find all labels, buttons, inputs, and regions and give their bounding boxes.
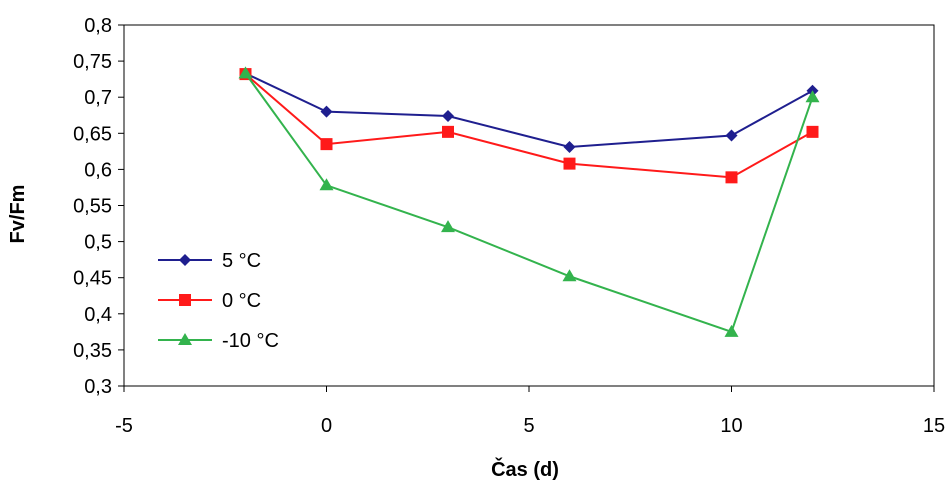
legend-label: -10 °C (222, 330, 279, 352)
y-axis-title: Fv/Fm (7, 185, 29, 244)
data-point (563, 157, 576, 170)
data-point (806, 125, 819, 138)
x-axis-ticks: -5 0 5 10 15 (115, 386, 945, 437)
x-tick-label: 0 (321, 415, 332, 437)
y-tick-label: 0,6 (84, 159, 112, 181)
data-point (563, 141, 576, 154)
x-tick-label: 10 (720, 415, 742, 437)
y-tick-label: 0,75 (73, 51, 112, 73)
x-axis-title: Čas (d) (491, 457, 559, 481)
series-layer (238, 66, 820, 337)
y-tick-label: 0,45 (73, 268, 112, 290)
data-point (562, 269, 577, 282)
data-point (724, 324, 739, 337)
legend-label: 5 °C (222, 250, 261, 272)
x-tick-label: 15 (923, 415, 945, 437)
series-line (244, 72, 814, 334)
y-tick-label: 0,5 (84, 232, 112, 254)
series-line (244, 73, 813, 179)
y-axis-ticks: 0,3 0,35 0,4 0,45 0,5 0,55 0,6 0,65 0,7 0,75 0,8 (73, 15, 124, 398)
y-tick-label: 0,55 (73, 196, 112, 218)
y-tick-label: 0,35 (73, 340, 112, 362)
y-tick-label: 0,7 (84, 87, 112, 109)
legend-marker (179, 254, 191, 266)
x-tick-label: -5 (115, 415, 133, 437)
data-point (442, 109, 454, 122)
series-line (245, 72, 813, 149)
data-point (319, 178, 334, 191)
y-tick-label: 0,4 (84, 304, 112, 326)
data-point (805, 90, 820, 103)
data-point (320, 105, 333, 118)
y-tick-label: 0,65 (73, 123, 112, 145)
data-point (442, 125, 454, 138)
y-tick-label: 0,8 (84, 15, 112, 37)
y-tick-label: 0,3 (84, 376, 112, 398)
data-point (320, 138, 333, 151)
data-point (441, 220, 455, 233)
data-point (238, 66, 253, 79)
legend-marker (178, 333, 192, 345)
data-point (725, 129, 738, 142)
x-tick-label: 5 (523, 415, 534, 437)
legend: 5 °C 0 °C -10 °C (158, 250, 279, 352)
series-minus10C (238, 66, 820, 337)
legend-marker (179, 294, 191, 306)
legend-label: 0 °C (222, 290, 261, 312)
data-point (725, 171, 738, 184)
